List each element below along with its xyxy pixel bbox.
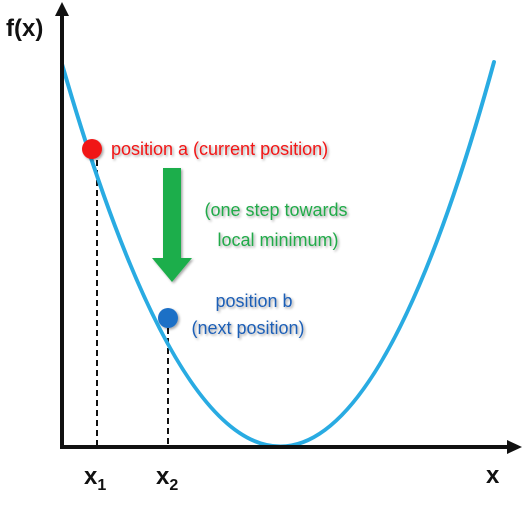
x2-label-base: x [156, 463, 170, 490]
step-note-line2: local minimum) [217, 230, 338, 250]
position-b-line2: (next position) [191, 318, 304, 338]
x2-label-sub: 2 [169, 477, 178, 494]
function-curve [60, 60, 496, 449]
x1-label-base: x [84, 463, 98, 490]
x1-label: x1 [84, 463, 106, 494]
x1-label-sub: 1 [97, 477, 106, 494]
position-a-point [82, 139, 102, 159]
step-note-line1: (one step towards [204, 200, 347, 220]
y-axis-label: f(x) [6, 15, 43, 42]
position-b-line1: position b [215, 291, 292, 311]
x-axis-arrowhead [507, 440, 522, 454]
step-arrow [152, 168, 192, 282]
position-b-point [158, 308, 178, 328]
position-a-label: position a (current position) [111, 139, 328, 159]
x-axis-label: x [486, 462, 500, 489]
y-axis-arrowhead [55, 2, 69, 16]
x2-label: x2 [156, 463, 178, 494]
